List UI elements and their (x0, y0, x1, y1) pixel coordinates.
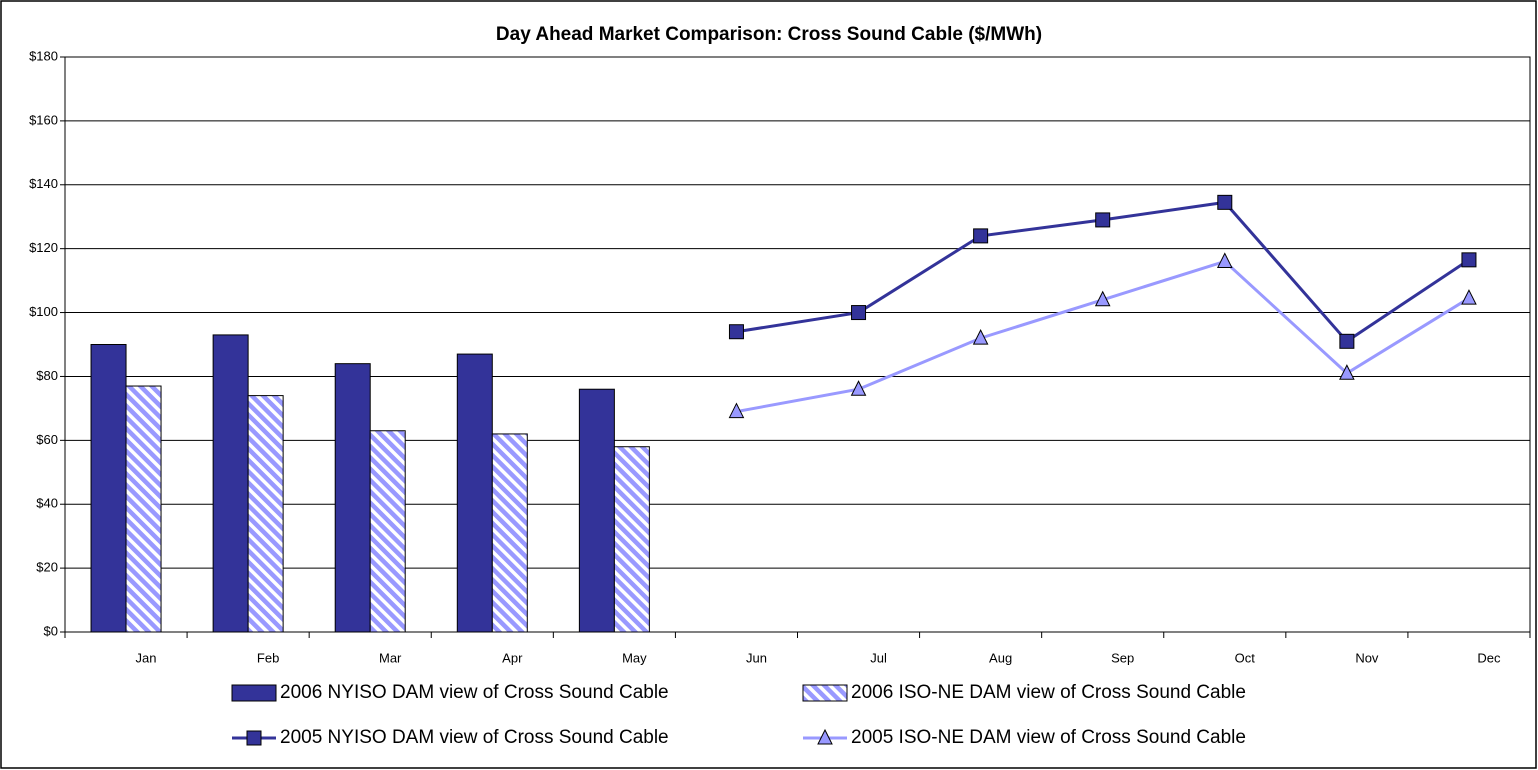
marker (1217, 194, 1233, 210)
marker (973, 228, 989, 244)
bar (125, 385, 162, 633)
marker (851, 305, 867, 321)
marker (972, 328, 989, 345)
y-tick-label: $60 (36, 432, 58, 447)
legend-marker (817, 728, 833, 745)
y-tick-label: $120 (29, 240, 58, 255)
x-tick-label: Feb (257, 650, 279, 665)
legend-swatch (231, 684, 277, 702)
x-tick-label: Apr (502, 650, 523, 665)
legend-label: 2005 NYISO DAM view of Cross Sound Cable (280, 727, 669, 748)
bar (90, 344, 127, 633)
bar (613, 446, 650, 633)
bar (456, 353, 493, 633)
y-tick-label: $160 (29, 112, 58, 127)
bar (491, 433, 528, 633)
legend-label: 2006 ISO-NE DAM view of Cross Sound Cabl… (851, 682, 1246, 703)
x-tick-label: Sep (1111, 650, 1134, 665)
marker (1094, 290, 1111, 307)
x-tick-label: Jun (746, 650, 767, 665)
y-tick-label: $180 (29, 48, 58, 63)
marker (1461, 252, 1477, 268)
marker (728, 402, 745, 419)
x-tick-label: Jul (870, 650, 887, 665)
y-tick-label: $100 (29, 304, 58, 319)
x-tick-label: Aug (989, 650, 1012, 665)
y-tick-label: $40 (36, 496, 58, 511)
legend-marker (246, 730, 262, 746)
chart-title: Day Ahead Market Comparison: Cross Sound… (496, 24, 1042, 45)
x-tick-label: Mar (379, 650, 402, 665)
marker (1339, 364, 1355, 380)
x-tick-label: Dec (1477, 650, 1501, 665)
x-tick-label: Jan (136, 650, 157, 665)
marker (1095, 212, 1111, 228)
bar (212, 334, 249, 633)
bar (247, 395, 284, 633)
y-tick-label: $80 (36, 368, 58, 383)
x-tick-label: May (622, 650, 647, 665)
plot-area (64, 56, 1531, 633)
marker (850, 380, 867, 396)
bar (334, 363, 371, 633)
y-tick-label: $140 (29, 176, 58, 191)
legend-swatch (802, 684, 848, 702)
marker (1339, 333, 1355, 349)
marker (1216, 252, 1233, 268)
legend-label: 2006 NYISO DAM view of Cross Sound Cable (280, 682, 669, 703)
x-tick-label: Nov (1355, 650, 1379, 665)
y-tick-label: $0 (44, 623, 58, 638)
bar (578, 388, 615, 633)
x-tick-label: Oct (1235, 650, 1256, 665)
bar (369, 430, 406, 633)
y-tick-label: $20 (36, 560, 58, 575)
marker (1461, 289, 1477, 305)
marker (728, 324, 744, 340)
legend-label: 2005 ISO-NE DAM view of Cross Sound Cabl… (851, 727, 1246, 748)
